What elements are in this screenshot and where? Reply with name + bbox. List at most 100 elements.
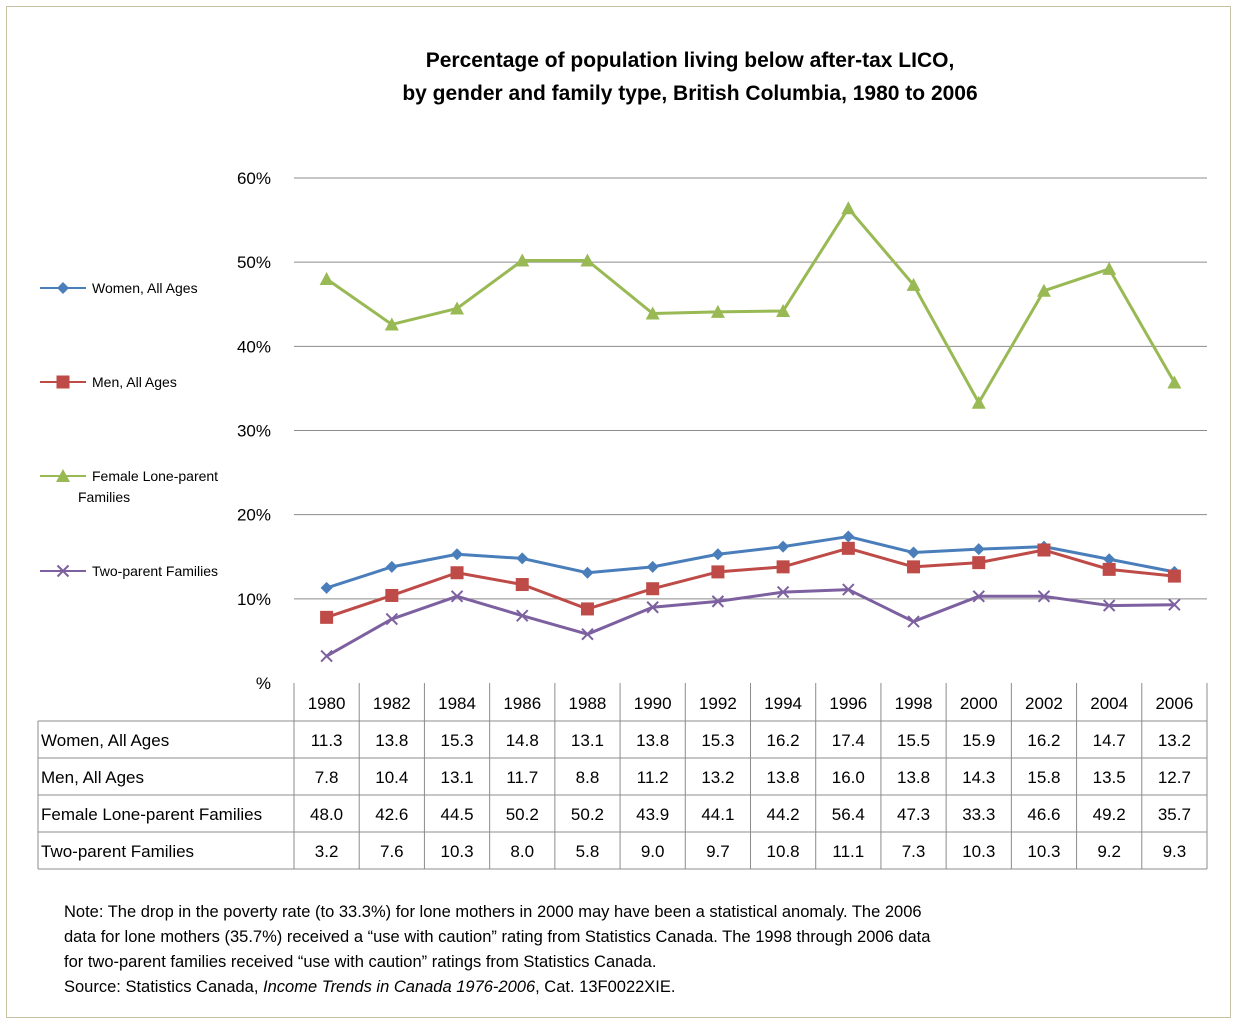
x-tick-label: 1980 <box>308 694 346 713</box>
table-cell: 50.2 <box>571 805 604 824</box>
data-point <box>450 590 464 603</box>
legend-label: Two-parent Families <box>92 563 218 579</box>
legend-marker <box>56 375 70 389</box>
data-point <box>580 253 595 267</box>
data-point <box>1167 569 1181 583</box>
table-cell: 33.3 <box>962 805 995 824</box>
data-point <box>1103 553 1116 566</box>
table-cell: 3.2 <box>315 842 339 861</box>
data-point <box>972 590 985 603</box>
x-tick-label: 1986 <box>503 694 541 713</box>
table-cell: 9.2 <box>1097 842 1121 861</box>
data-point <box>646 601 659 614</box>
legend-label: Female Lone-parent <box>92 468 218 484</box>
data-point <box>972 556 986 570</box>
data-point <box>320 649 333 663</box>
data-point <box>842 530 855 543</box>
table-cell: 13.1 <box>571 731 604 750</box>
data-point <box>972 543 985 556</box>
data-point <box>320 610 334 624</box>
data-point <box>645 306 660 320</box>
data-point <box>842 583 855 596</box>
chart-subtitle: by gender and family type, British Colum… <box>402 82 978 105</box>
table-cell: 43.9 <box>636 805 669 824</box>
table-row-label: Female Lone-parent Families <box>41 805 262 824</box>
data-point <box>711 548 724 561</box>
legend-marker <box>57 282 69 294</box>
source-title: Income Trends in Canada 1976-2006 <box>263 978 536 996</box>
chart-note: Note: The drop in the poverty rate (to 3… <box>64 900 1214 1000</box>
legend-label: Men, All Ages <box>92 374 177 390</box>
table-cell: 13.8 <box>767 768 800 787</box>
y-tick-label: % <box>256 674 271 693</box>
data-point <box>776 560 790 574</box>
data-point <box>1102 599 1116 612</box>
y-tick-label: 50% <box>237 253 271 272</box>
table-cell: 14.8 <box>506 731 539 750</box>
data-point <box>515 253 530 267</box>
data-point <box>776 585 790 599</box>
x-tick-label: 1994 <box>764 694 802 713</box>
data-point <box>450 301 465 315</box>
series-line <box>325 206 1176 405</box>
table-cell: 13.8 <box>897 768 930 787</box>
table-cell: 48.0 <box>310 805 343 824</box>
table-cell: 15.8 <box>1027 768 1060 787</box>
table-cell: 10.4 <box>375 768 408 787</box>
note-line-2: data for lone mothers (35.7%) received a… <box>64 928 931 946</box>
y-tick-label: 40% <box>237 337 271 356</box>
x-tick-label: 1992 <box>699 694 737 713</box>
data-point <box>1102 261 1117 275</box>
x-tick-label: 2004 <box>1090 694 1128 713</box>
data-point <box>581 566 594 579</box>
series-line <box>325 588 1175 658</box>
x-tick-label: 1998 <box>895 694 933 713</box>
table-cell: 56.4 <box>832 805 865 824</box>
legend-marker <box>56 564 70 578</box>
data-point <box>385 588 399 602</box>
y-tick-label: 60% <box>237 169 271 188</box>
data-point <box>776 303 791 317</box>
data-point <box>580 602 594 616</box>
table-cell: 49.2 <box>1093 805 1126 824</box>
x-tick-label: 1984 <box>438 694 476 713</box>
y-tick-label: 30% <box>237 422 271 441</box>
data-point <box>385 612 399 626</box>
data-point <box>451 548 464 561</box>
x-tick-label: 1988 <box>569 694 607 713</box>
x-tick-label: 2000 <box>960 694 998 713</box>
table-cell: 9.3 <box>1163 842 1187 861</box>
table-cell: 16.2 <box>767 731 800 750</box>
chart-frame <box>6 6 1231 1018</box>
data-point <box>777 540 790 553</box>
data-point <box>320 581 333 594</box>
data-point <box>711 565 725 579</box>
table-row-label: Two-parent Families <box>41 842 194 861</box>
table-cell: 44.5 <box>440 805 473 824</box>
data-point <box>907 615 920 628</box>
table-cell: 11.3 <box>311 731 343 750</box>
table-cell: 13.1 <box>440 768 473 787</box>
table-cell: 15.5 <box>897 731 930 750</box>
data-point <box>581 627 594 641</box>
data-point <box>841 541 855 555</box>
note-line-3: for two-parent families received “use wi… <box>64 953 657 971</box>
data-point <box>711 595 725 608</box>
table-cell: 9.7 <box>706 842 730 861</box>
data-point <box>450 566 464 580</box>
table-cell: 47.3 <box>897 805 930 824</box>
data-point <box>516 609 529 622</box>
table-cell: 35.7 <box>1158 805 1191 824</box>
data-point <box>710 304 725 318</box>
legend-label: Families <box>78 489 130 505</box>
chart-title: Percentage of population living below af… <box>425 49 955 72</box>
note-line-1: Note: The drop in the poverty rate (to 3… <box>64 903 922 921</box>
table-cell: 11.1 <box>832 842 864 861</box>
table-cell: 14.7 <box>1093 731 1126 750</box>
table-cell: 13.8 <box>636 731 669 750</box>
table-cell: 11.7 <box>506 768 538 787</box>
source-prefix: Source: Statistics Canada, <box>64 978 264 996</box>
table-cell: 42.6 <box>375 805 408 824</box>
table-cell: 7.8 <box>315 768 339 787</box>
